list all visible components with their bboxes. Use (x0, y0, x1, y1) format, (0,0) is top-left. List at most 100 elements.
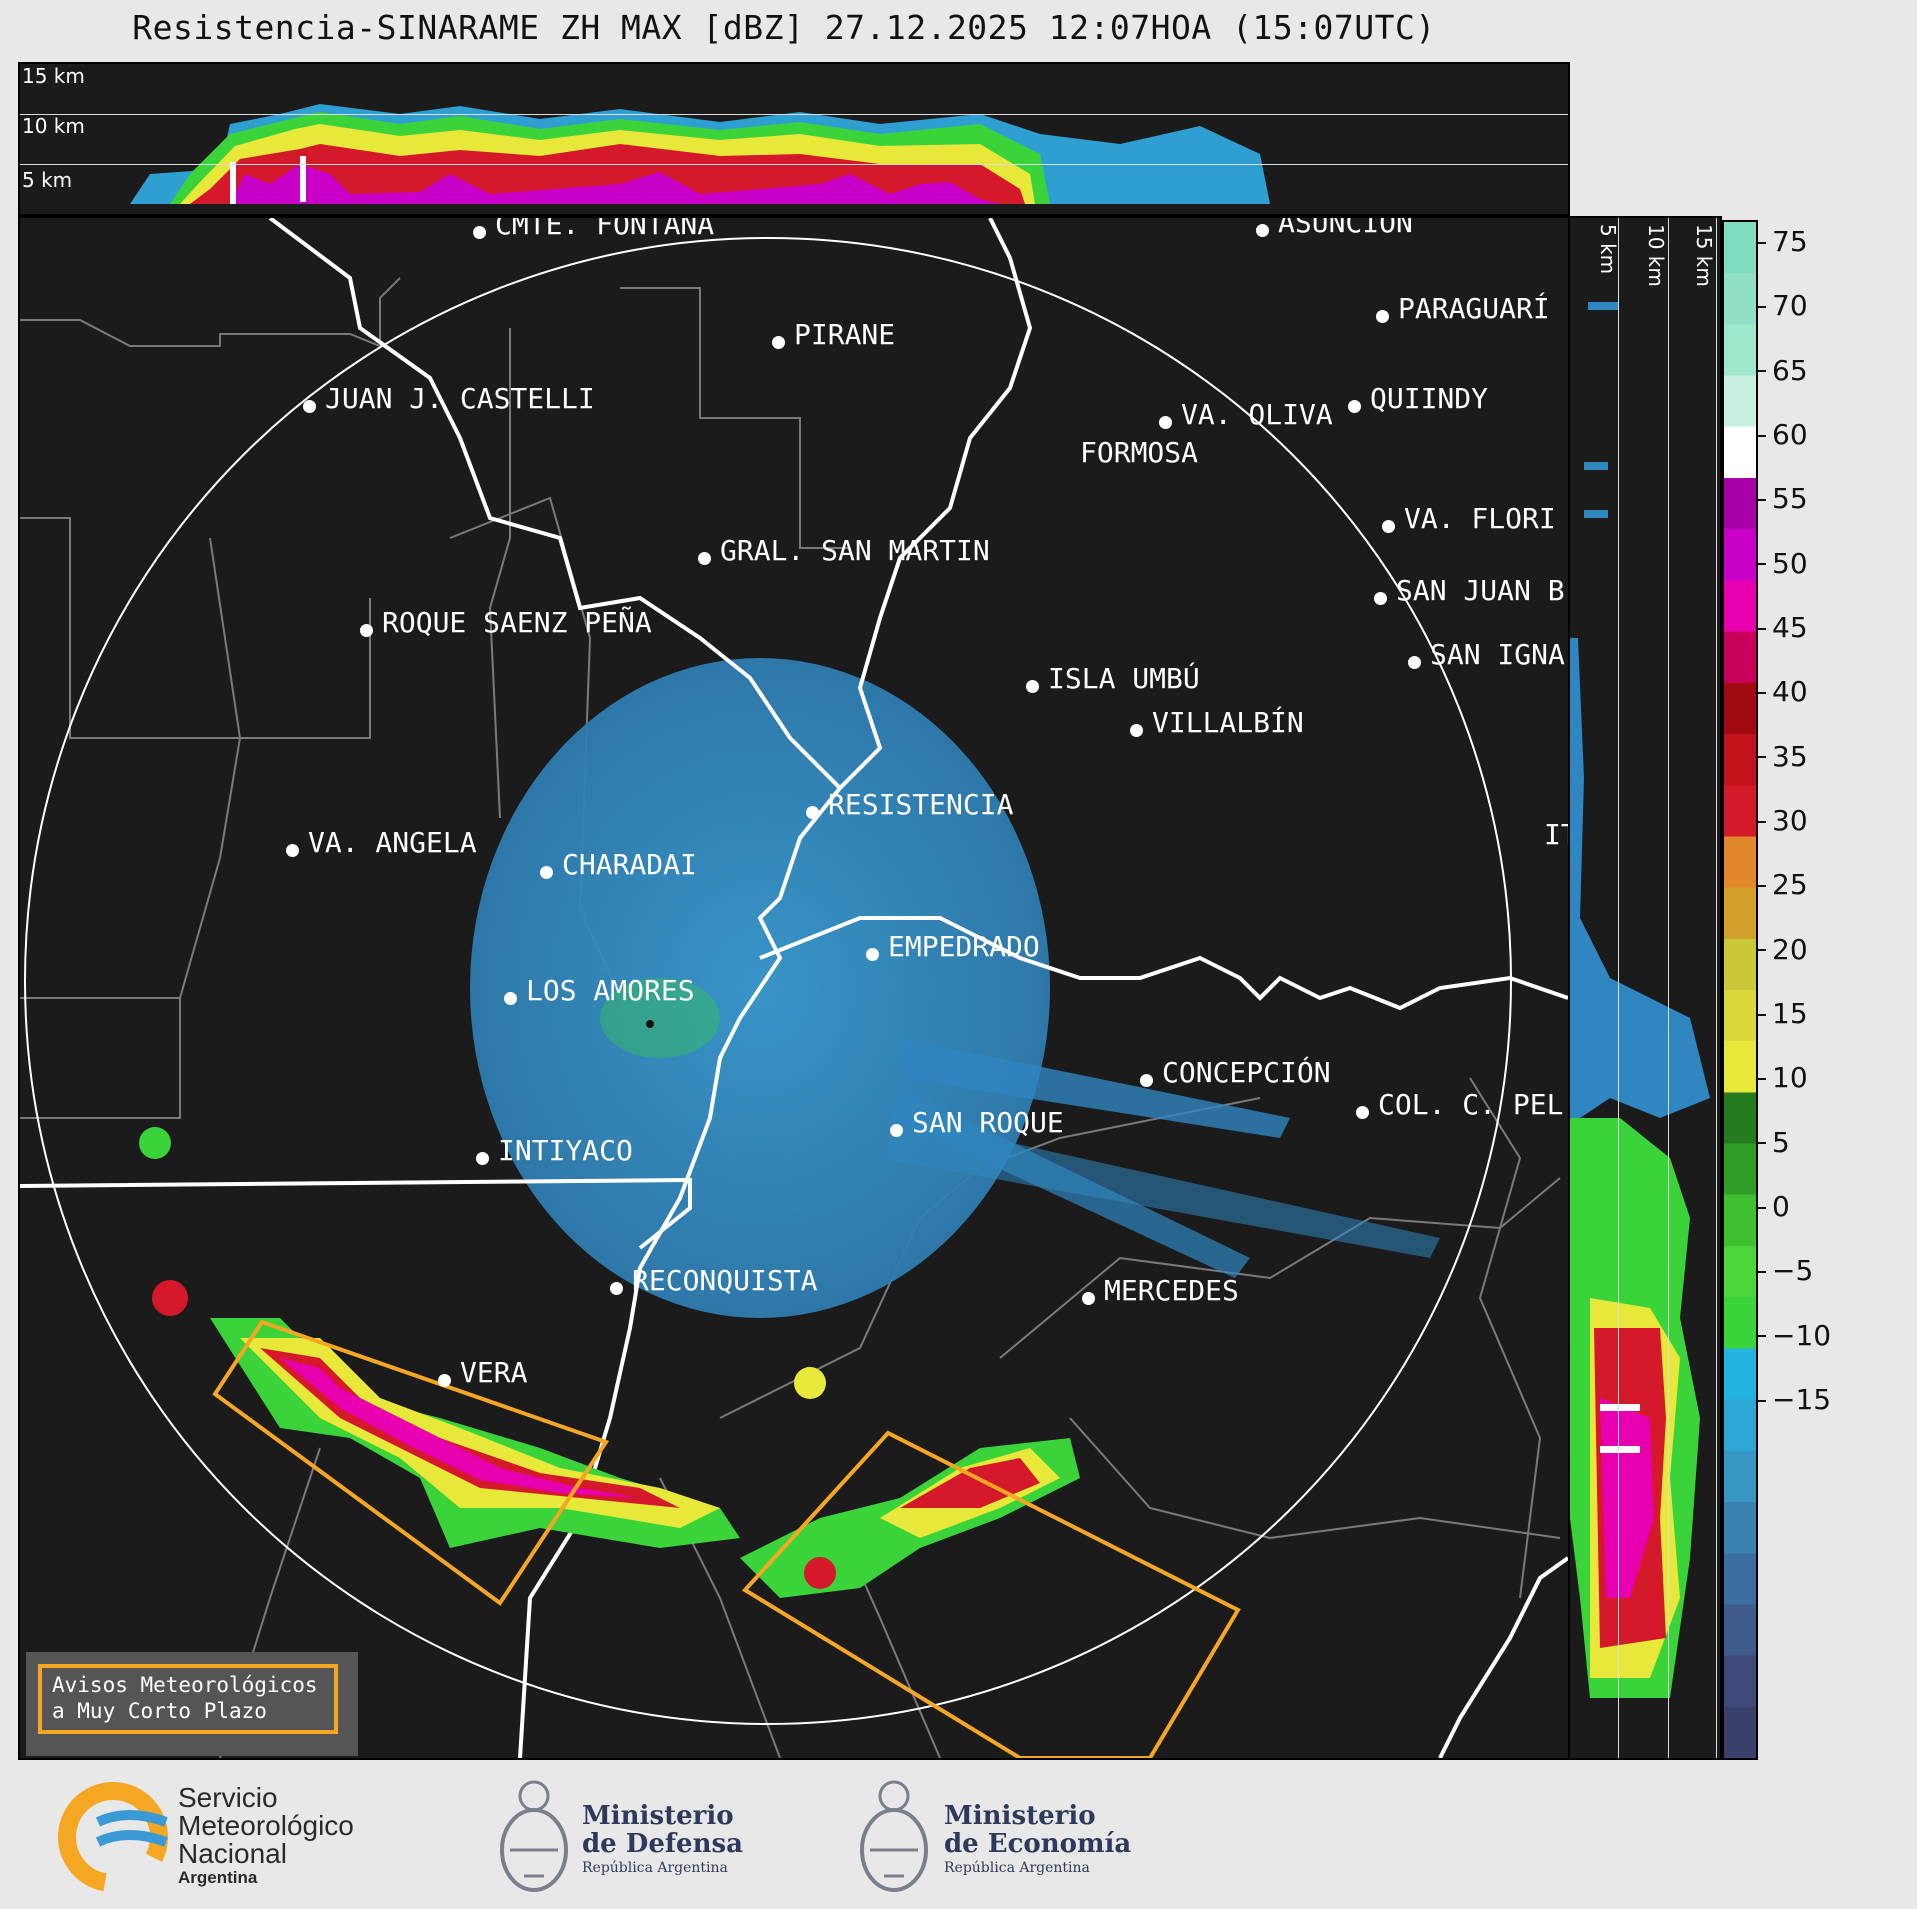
side-height-profile: 5 km 10 km 15 km (1570, 216, 1722, 1760)
colorbar-tick: 30 (1758, 804, 1808, 837)
city-label: INTIYACO (498, 1134, 633, 1167)
footer-logos: Servicio Meteorológico Nacional Argentin… (0, 1760, 1917, 1909)
city-marker (1026, 680, 1039, 693)
city-formosa: FORMOSA (1060, 436, 1198, 469)
city-marker (1356, 1106, 1369, 1119)
city-marker (1140, 1074, 1153, 1087)
top-label-10km: 10 km (22, 114, 85, 138)
colorbar-tick-label: 35 (1772, 739, 1808, 773)
economia-line2: de Economía (944, 1829, 1132, 1859)
colorbar-tick: 65 (1758, 354, 1808, 387)
city-juan-j-castelli: JUAN J. CASTELLI (303, 382, 595, 415)
colorbar-tick-label: 70 (1772, 289, 1808, 323)
dbz-colorbar (1722, 220, 1758, 1760)
smn-line2: Meteorológico (178, 1810, 354, 1841)
city-marker (1348, 400, 1361, 413)
warning-legend-box: Avisos Meteorológicos a Muy Corto Plazo (38, 1664, 338, 1734)
city-label: COL. C. PEL (1378, 1088, 1564, 1121)
city-marker (476, 1152, 489, 1165)
colorbar-tick: 40 (1758, 675, 1808, 708)
city-marker (438, 1374, 451, 1387)
city-label: PARAGUARÍ (1398, 292, 1550, 325)
defensa-seal-icon (500, 1780, 568, 1892)
colorbar-tick-label: 5 (1772, 1125, 1790, 1159)
top-height-profile: 15 km 10 km 5 km (18, 62, 1570, 216)
economia-seal-icon (860, 1780, 928, 1892)
city-label: CHARADAI (562, 848, 697, 881)
colorbar-tick-label: 55 (1772, 482, 1808, 516)
chart-title: Resistencia-SINARAME ZH MAX [dBZ] 27.12.… (132, 8, 1436, 47)
city-charadai: CHARADAI (540, 848, 697, 881)
city-label: IT (1544, 818, 1568, 851)
defensa-line1: Ministerio (582, 1801, 734, 1831)
city-marker (303, 400, 316, 413)
colorbar-tick: 50 (1758, 547, 1808, 580)
city-roque-saenz-pena: ROQUE SAENZ PEÑA (360, 606, 652, 639)
colorbar-tick-label: 60 (1772, 418, 1808, 451)
colorbar-tick: −5 (1758, 1254, 1813, 1287)
city-label: RESISTENCIA (828, 788, 1014, 821)
city-label: VERA (460, 1356, 528, 1389)
city-label: SAN JUAN B (1396, 574, 1565, 607)
city-marker (698, 552, 711, 565)
city-marker (540, 866, 553, 879)
city-label: MERCEDES (1104, 1274, 1239, 1307)
city-gral-san-martin: GRAL. SAN MARTIN (698, 534, 990, 567)
city-san-juan-b: SAN JUAN B (1374, 574, 1565, 607)
city-label: GRAL. SAN MARTIN (720, 534, 990, 567)
city-label: PIRANE (794, 318, 896, 351)
top-profile-echoes (130, 104, 1270, 204)
colorbar-tick: 5 (1758, 1126, 1790, 1159)
economia-line1: Ministerio (944, 1801, 1096, 1831)
smn-line4: Argentina (178, 1868, 258, 1887)
city-marker (866, 948, 879, 961)
colorbar-tick-label: 50 (1772, 546, 1808, 580)
city-intiyaco: INTIYACO (476, 1134, 633, 1167)
smn-line1: Servicio (178, 1782, 278, 1813)
colorbar-tick: 25 (1758, 868, 1808, 901)
city-paraguari: PARAGUARÍ (1376, 292, 1550, 325)
colorbar-tick: 35 (1758, 740, 1808, 773)
city-marker (806, 806, 819, 819)
colorbar-tick-label: 45 (1772, 611, 1808, 644)
top-label-5km: 5 km (22, 168, 73, 192)
city-marker (1376, 310, 1389, 323)
side-label-15km: 15 km (1692, 224, 1716, 287)
smn-logo-icon (58, 1782, 168, 1892)
side-15km-line (1716, 218, 1717, 1758)
city-label: CONCEPCIÓN (1162, 1056, 1331, 1089)
radar-map: CMTE. FONTANA ASUNCIÓN PARAGUARÍ PIRANE … (18, 216, 1570, 1760)
city-label: LOS AMORES (526, 974, 695, 1007)
city-villalbin: VILLALBÍN (1130, 706, 1304, 739)
city-mercedes: MERCEDES (1082, 1274, 1239, 1307)
city-label: SAN IGNA (1430, 638, 1565, 671)
city-marker (1374, 592, 1387, 605)
city-va-angela: VA. ANGELA (286, 826, 477, 859)
city-marker (1408, 656, 1421, 669)
colorbar-tick-label: −5 (1772, 1254, 1814, 1288)
smn-line3: Nacional (178, 1838, 287, 1869)
side-label-10km: 10 km (1644, 224, 1668, 287)
city-col-c-pel: COL. C. PEL (1356, 1088, 1563, 1121)
city-marker (1082, 1292, 1095, 1305)
colorbar-tick-label: −15 (1772, 1383, 1832, 1416)
city-pirane: PIRANE (772, 318, 895, 351)
city-label: ISLA UMBÚ (1048, 662, 1200, 695)
colorbar-tick-label: 25 (1772, 868, 1808, 902)
defensa-line3: República Argentina (582, 1860, 728, 1876)
city-san-roque: SAN ROQUE (890, 1106, 1064, 1139)
dbz-colorbar-ticks: 75 70 65 60 55 50 45 40 35 30 25 20 15 10 5 0 −5 −10 −15 (1758, 220, 1838, 1760)
colorbar-tick: 0 (1758, 1190, 1790, 1223)
city-label: VA. FLORI (1404, 502, 1556, 535)
warning-polygons (212, 1319, 1241, 1758)
colorbar-tick: 75 (1758, 225, 1808, 258)
city-isla-umbu: ISLA UMBÚ (1026, 662, 1200, 695)
city-label: CMTE. FONTANA (495, 216, 715, 241)
colorbar-tick-label: 65 (1772, 353, 1808, 387)
side-label-5km: 5 km (1596, 224, 1620, 275)
side-10km-line (1668, 218, 1669, 1758)
city-label: ASUNCIÓN (1278, 216, 1413, 239)
city-reconquista: RECONQUISTA (610, 1264, 817, 1297)
city-label: ROQUE SAENZ PEÑA (382, 606, 652, 639)
economia-logo-text: Ministerio de Economía República Argenti… (944, 1802, 1131, 1878)
